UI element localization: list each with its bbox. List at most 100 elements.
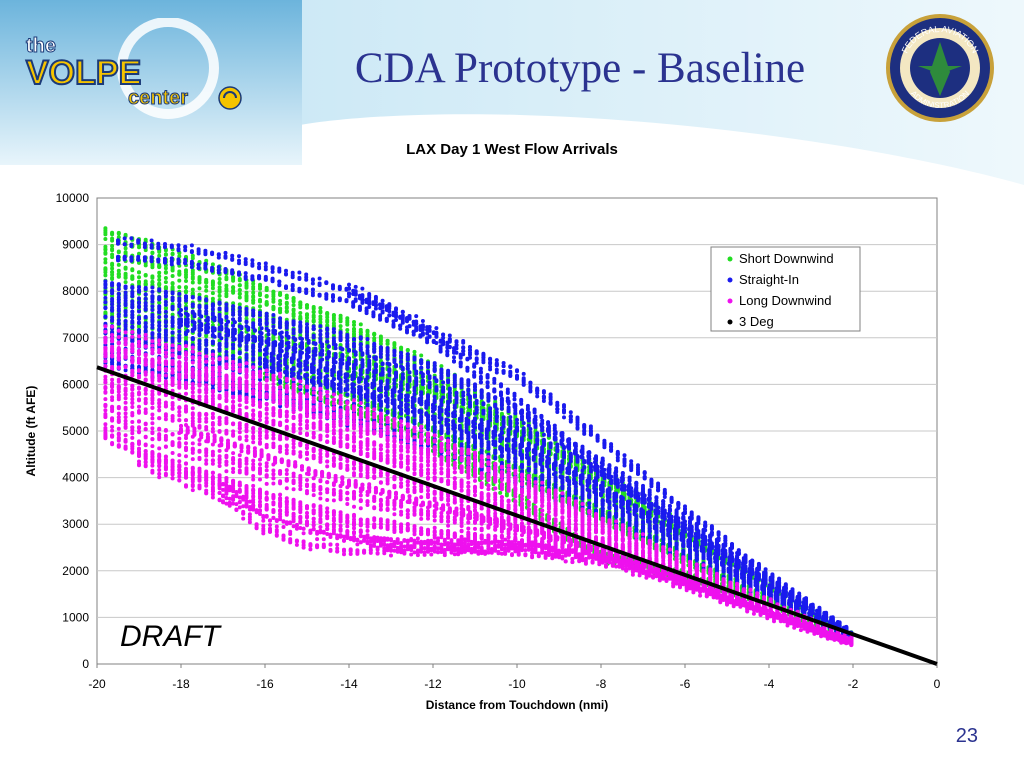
data-point [143,282,148,287]
data-point [123,232,128,237]
data-point [163,280,168,285]
data-point [251,281,256,286]
data-point [116,262,121,267]
data-point [318,306,323,310]
data-point [278,302,283,306]
data-point [157,264,162,269]
data-point [150,279,155,284]
data-point [399,345,404,350]
data-point [190,272,195,277]
data-point [298,316,303,321]
data-point [110,263,115,268]
data-point [157,253,162,258]
data-point [493,399,498,404]
data-point [244,293,249,298]
data-point [103,226,108,231]
data-point [110,255,115,260]
data-point [271,290,276,295]
data-point [291,303,296,308]
data-point [331,321,336,326]
data-point [103,311,108,316]
data-point [378,337,383,342]
data-point [331,313,336,318]
data-point [224,288,229,293]
data-point [318,309,323,314]
data-point [311,309,316,314]
data-point [190,280,195,285]
data-point [163,270,168,275]
data-point [217,287,222,292]
data-point [110,277,115,281]
data-point [204,284,209,289]
data-point [405,348,410,353]
data-point [163,252,168,257]
data-point [217,277,222,281]
data-point [190,287,195,292]
data-point [116,230,121,235]
data-point [210,262,215,267]
volpe-swirl-icon [218,86,242,110]
data-point [204,258,209,263]
data-point [123,251,128,256]
data-point [177,278,182,283]
data-point [163,276,168,280]
data-point [244,290,249,295]
data-point [137,270,141,275]
data-point [103,270,108,275]
data-point [210,279,215,284]
data-point [251,295,256,300]
data-point [231,350,236,355]
data-point [291,296,296,300]
data-point [258,293,262,298]
data-point [311,313,316,318]
data-point [365,329,370,334]
data-point [352,329,356,334]
data-point [157,274,162,279]
data-point [110,238,115,243]
chart-title: LAX Day 1 West Flow Arrivals [406,141,618,158]
data-point [237,288,242,292]
data-point [150,251,155,256]
data-point [204,279,209,284]
data-point [271,304,276,309]
data-point [237,278,242,283]
data-point [345,316,350,321]
data-point [264,294,269,299]
data-point [177,254,182,259]
data-point [110,266,115,271]
volpe-logo-volpe: VOLPE [26,54,141,92]
data-point [419,353,424,358]
data-point [318,320,323,325]
slide-title: CDA Prototype - Baseline [354,45,806,92]
volpe-center-logo: the VOLPE center [25,18,242,119]
data-point [190,268,195,273]
data-point [184,290,188,295]
data-point [204,334,209,339]
data-point [130,268,135,273]
volpe-logo-the: the [26,35,56,57]
data-point [103,257,108,262]
data-point [103,260,108,265]
data-point [217,280,222,285]
data-point [116,274,121,279]
data-point [325,318,330,323]
data-point [311,305,316,309]
data-point [378,334,383,339]
data-point [103,237,108,241]
data-point [325,311,330,315]
data-point [264,288,269,293]
data-point [378,341,383,346]
data-point [110,230,115,235]
data-point [284,301,289,306]
data-point [137,275,141,280]
scatter-chart: LAX Day 1 West Flow Arrivals 01000200030… [24,141,941,712]
data-point [150,263,155,268]
data-point [338,317,343,321]
data-point [338,313,343,318]
data-point [325,315,330,320]
data-point [331,333,336,338]
data-point [338,324,343,329]
data-point [177,285,182,290]
data-point [231,278,236,283]
data-point [358,332,363,337]
